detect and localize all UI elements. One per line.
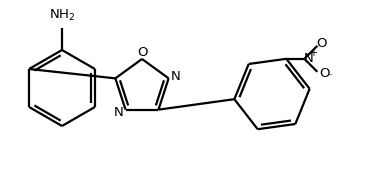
Text: N: N xyxy=(114,106,123,119)
Text: ⁻: ⁻ xyxy=(326,72,332,82)
Text: N: N xyxy=(171,70,181,83)
Text: N: N xyxy=(304,52,313,65)
Text: O: O xyxy=(319,67,330,80)
Text: +: + xyxy=(309,48,317,58)
Text: O: O xyxy=(137,45,147,58)
Text: NH$_2$: NH$_2$ xyxy=(49,8,75,23)
Text: O: O xyxy=(316,37,327,50)
